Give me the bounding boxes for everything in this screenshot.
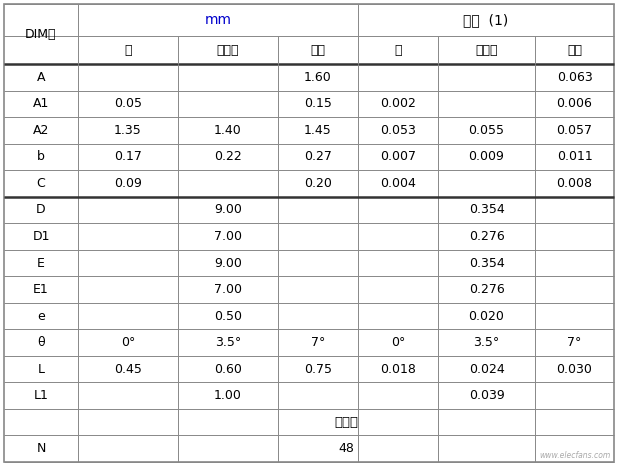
Text: D1: D1 xyxy=(32,230,50,243)
Text: 0.011: 0.011 xyxy=(557,151,592,164)
Text: 0.09: 0.09 xyxy=(114,177,142,190)
Text: 0.057: 0.057 xyxy=(557,124,593,137)
Text: E1: E1 xyxy=(33,283,49,296)
Text: 0.002: 0.002 xyxy=(380,97,416,110)
Text: 7.00: 7.00 xyxy=(214,230,242,243)
Text: 0.020: 0.020 xyxy=(469,309,505,322)
Text: 7°: 7° xyxy=(311,336,325,349)
Text: 0.45: 0.45 xyxy=(114,363,142,376)
Text: 0.17: 0.17 xyxy=(114,151,142,164)
Text: 1.40: 1.40 xyxy=(214,124,242,137)
Text: b: b xyxy=(37,151,45,164)
Text: 0°: 0° xyxy=(121,336,135,349)
Text: 1.00: 1.00 xyxy=(214,389,242,402)
Text: 0.276: 0.276 xyxy=(469,230,505,243)
Text: C: C xyxy=(37,177,45,190)
Text: A: A xyxy=(37,71,45,84)
Text: 7°: 7° xyxy=(567,336,582,349)
Text: mm: mm xyxy=(205,13,231,27)
Text: L1: L1 xyxy=(33,389,48,402)
Text: 1.35: 1.35 xyxy=(114,124,142,137)
Text: 引脚数: 引脚数 xyxy=(334,416,358,429)
Text: 民: 民 xyxy=(124,43,131,56)
Text: 3.5°: 3.5° xyxy=(474,336,500,349)
Text: 0.053: 0.053 xyxy=(380,124,416,137)
Text: 3.5°: 3.5° xyxy=(215,336,241,349)
Text: 0.024: 0.024 xyxy=(469,363,505,376)
Text: 英寸  (1): 英寸 (1) xyxy=(463,13,508,27)
Text: 0.276: 0.276 xyxy=(469,283,505,296)
Text: 0.004: 0.004 xyxy=(380,177,416,190)
Text: L: L xyxy=(37,363,45,376)
Text: 最大: 最大 xyxy=(567,43,582,56)
Text: 0.055: 0.055 xyxy=(469,124,505,137)
Text: 0.20: 0.20 xyxy=(304,177,332,190)
Text: θ: θ xyxy=(37,336,45,349)
Text: 0°: 0° xyxy=(391,336,405,349)
Text: 0.039: 0.039 xyxy=(469,389,505,402)
Text: N: N xyxy=(37,442,46,455)
Text: 0.50: 0.50 xyxy=(214,309,242,322)
Text: 0.063: 0.063 xyxy=(557,71,592,84)
Text: D: D xyxy=(36,204,46,216)
Text: 0.009: 0.009 xyxy=(469,151,505,164)
Text: 0.22: 0.22 xyxy=(214,151,242,164)
Text: 最大: 最大 xyxy=(311,43,326,56)
Text: 0.006: 0.006 xyxy=(557,97,593,110)
Text: A2: A2 xyxy=(33,124,49,137)
Text: 0.27: 0.27 xyxy=(304,151,332,164)
Text: 0.354: 0.354 xyxy=(469,204,505,216)
Text: 0.008: 0.008 xyxy=(557,177,593,190)
Text: 9.00: 9.00 xyxy=(214,256,242,269)
Text: 0.05: 0.05 xyxy=(114,97,142,110)
Text: e: e xyxy=(37,309,45,322)
Text: 1.60: 1.60 xyxy=(304,71,332,84)
Text: www.elecfans.com: www.elecfans.com xyxy=(540,451,611,460)
Text: 0.60: 0.60 xyxy=(214,363,242,376)
Text: 0.354: 0.354 xyxy=(469,256,505,269)
Text: 1.45: 1.45 xyxy=(304,124,332,137)
Text: 0.75: 0.75 xyxy=(304,363,332,376)
Text: 0.018: 0.018 xyxy=(380,363,416,376)
Text: 9.00: 9.00 xyxy=(214,204,242,216)
Text: 0.007: 0.007 xyxy=(380,151,416,164)
Text: 0.15: 0.15 xyxy=(304,97,332,110)
Text: E: E xyxy=(37,256,45,269)
Text: 0.030: 0.030 xyxy=(557,363,593,376)
Text: 典型値: 典型値 xyxy=(476,43,498,56)
Text: DIM。: DIM。 xyxy=(25,27,57,41)
Text: 典型値: 典型値 xyxy=(217,43,239,56)
Text: 民: 民 xyxy=(394,43,402,56)
Text: A1: A1 xyxy=(33,97,49,110)
Text: 48: 48 xyxy=(338,442,354,455)
Text: 7.00: 7.00 xyxy=(214,283,242,296)
